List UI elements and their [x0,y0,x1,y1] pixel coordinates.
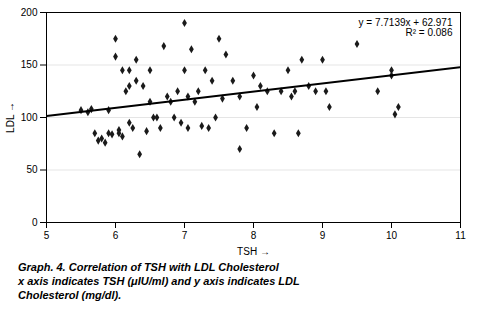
svg-text:11: 11 [455,230,466,241]
svg-text:100: 100 [21,112,38,123]
svg-text:9: 9 [320,230,326,241]
html-text:Graph. 4. Correlation of TSH w: Graph. 4. Correlation of TSH with LDL Ch… [18,261,279,273]
svg-text:y = 7.7139x + 62.971R² = 0.086: y = 7.7139x + 62.971R² = 0.086 [359,17,453,38]
html-text:Cholesterol (mg/dl).: Cholesterol (mg/dl). [18,289,122,301]
svg-text:200: 200 [21,7,38,18]
svg-text:8: 8 [251,230,257,241]
svg-text:10: 10 [386,230,398,241]
svg-text:6: 6 [113,230,119,241]
svg-text:7: 7 [182,230,188,241]
svg-text:150: 150 [21,59,38,70]
html-text:x axis indicates TSH (μIU/ml): x axis indicates TSH (μIU/ml) and y axis… [18,275,300,287]
svg-text:0: 0 [32,217,38,228]
svg-text:TSH →: TSH → [237,246,270,257]
svg-text:50: 50 [26,164,38,175]
svg-text:5: 5 [44,230,50,241]
svg-text:LDL →: LDL → [5,102,16,133]
